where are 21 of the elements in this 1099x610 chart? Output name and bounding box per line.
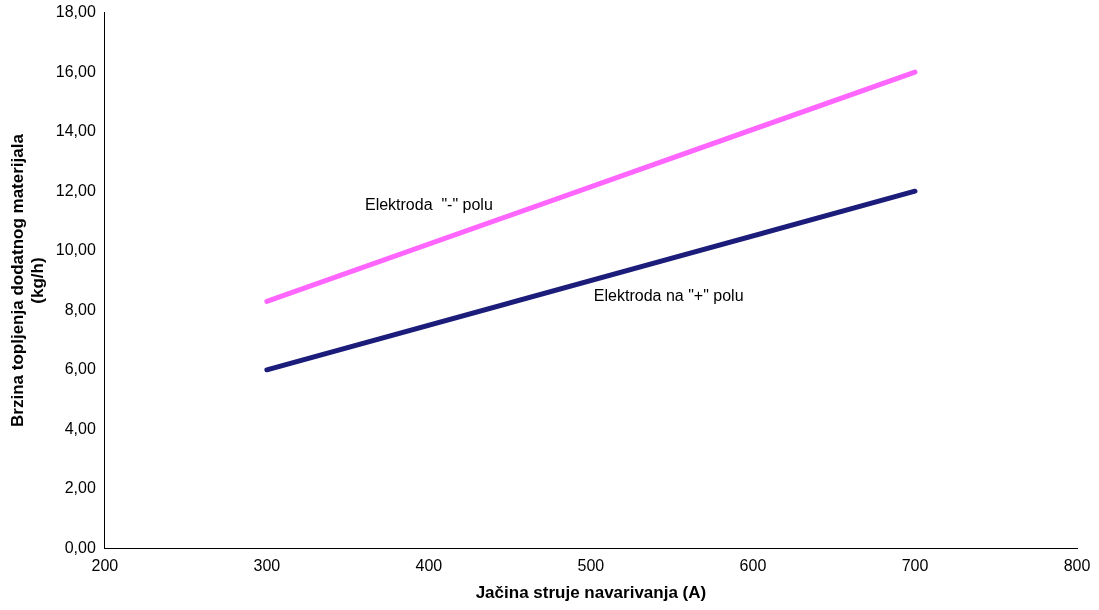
x-tick-label: 800 — [1063, 557, 1091, 575]
y-tick-label: 16,00 — [55, 62, 96, 80]
series-label: Elektroda na "+" polu — [593, 287, 744, 305]
y-tick-label: 2,00 — [64, 479, 96, 497]
x-tick-label: 600 — [739, 557, 767, 575]
series-label: Elektroda "-" polu — [364, 196, 493, 214]
y-tick-label: 12,00 — [55, 181, 96, 199]
x-tick-label: 200 — [91, 557, 119, 575]
x-tick-label: 500 — [577, 557, 605, 575]
y-tick-label: 18,00 — [55, 3, 96, 21]
x-tick-label: 700 — [901, 557, 929, 575]
y-tick-label: 4,00 — [64, 419, 96, 437]
y-tick-label: 10,00 — [55, 241, 96, 259]
x-tick-label: 300 — [253, 557, 281, 575]
y-tick-label: 14,00 — [55, 122, 96, 140]
x-tick-label: 400 — [415, 557, 443, 575]
x-axis-title: Jačina struje navarivanja (A) — [475, 583, 707, 603]
y-axis-title: Brzina topljenja dodatnog materijala (kg/h) — [7, 133, 48, 427]
y-tick-label: 8,00 — [64, 300, 96, 318]
y-tick-label: 0,00 — [64, 538, 96, 556]
y-tick-label: 6,00 — [64, 360, 96, 378]
